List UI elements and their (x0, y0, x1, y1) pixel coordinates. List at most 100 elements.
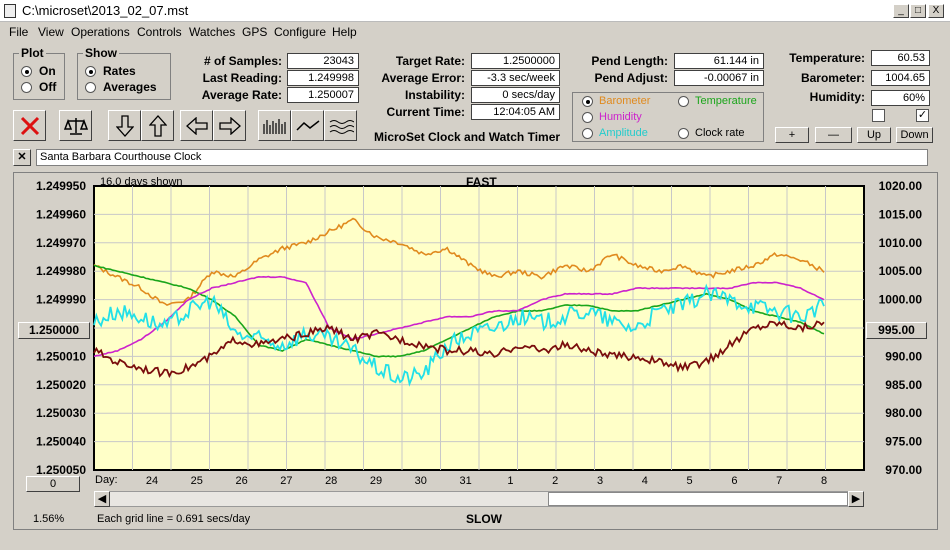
close-red-icon (20, 116, 39, 135)
barometer-value: 1004.65 (871, 70, 930, 86)
right-center-box[interactable]: 995.00 (866, 322, 927, 339)
x-tick-label: 6 (731, 475, 737, 487)
zoom-label: 1.56% (33, 513, 65, 525)
humidity-value: 60% (871, 90, 930, 106)
arrow-up-button[interactable] (141, 110, 174, 141)
sensor-clock-rate-radio[interactable] (678, 128, 689, 139)
x-tick-label: 4 (642, 475, 648, 487)
menu-controls[interactable]: Controls (137, 25, 182, 39)
y-right-tick-label: 980.00 (885, 406, 922, 420)
series-line (93, 275, 825, 358)
temperature-value: 60.53 (871, 50, 930, 66)
sensor-amplitude-radio[interactable] (582, 128, 593, 139)
line-view-button[interactable] (291, 110, 324, 141)
sensor-humidity-radio[interactable] (582, 112, 593, 123)
close-button[interactable]: X (928, 4, 944, 18)
y-left-tick-label: 1.250040 (36, 435, 86, 449)
scale-plus-button[interactable]: + (775, 127, 809, 143)
window-title: C:\microset\2013_02_07.mst (22, 3, 189, 18)
menu-operations[interactable]: Operations (71, 25, 130, 39)
minimize-button[interactable]: _ (893, 4, 909, 18)
target-rate-label: Target Rate: (395, 54, 465, 68)
y-right-tick-label: 1015.00 (879, 207, 923, 221)
samples-label: # of Samples: (203, 54, 282, 68)
y-left-tick-label: 1.249980 (36, 264, 86, 278)
y-left-tick-label: 1.250030 (36, 406, 86, 420)
menu-watches[interactable]: Watches (189, 25, 236, 39)
sensor-clock-rate-label: Clock rate (695, 127, 745, 139)
y-right-tick-label: 970.00 (885, 463, 922, 477)
left-center-box[interactable]: 1.250000 (18, 322, 90, 339)
average-rate-value: 1.250007 (287, 87, 359, 103)
menu-gps[interactable]: GPS (242, 25, 268, 39)
plot-off-radio[interactable] (21, 82, 32, 93)
target-rate-value: 1.2500000 (471, 53, 560, 69)
y-right-tick-label: 975.00 (885, 435, 922, 449)
plot-on-radio[interactable] (21, 66, 32, 77)
day-axis-label: Day: (95, 474, 118, 486)
y-right-tick-label: 1010.00 (879, 236, 923, 250)
y-left-tick-label: 1.250010 (36, 349, 86, 363)
clear-name-button[interactable]: ✕ (13, 149, 31, 166)
x-tick-label: 3 (597, 475, 603, 487)
sensor-barometer-radio[interactable] (582, 96, 593, 107)
x-tick-label: 25 (191, 475, 203, 487)
series-line (93, 283, 825, 387)
barometer-label: Barometer: (800, 71, 865, 85)
y-left-tick-label: 1.250050 (36, 463, 86, 477)
stop-button[interactable] (13, 110, 46, 141)
arrow-left-button[interactable] (180, 110, 213, 141)
scroll-thumb[interactable] (548, 492, 848, 506)
scale-up-button[interactable]: Up (857, 127, 891, 143)
scroll-right-icon: ▶ (851, 493, 861, 505)
average-error-label: Average Error: (381, 71, 465, 85)
arrow-down-button[interactable] (108, 110, 141, 141)
sensor-temperature-radio[interactable] (678, 96, 689, 107)
bottom-offset-box[interactable]: 0 (26, 476, 80, 492)
menu-configure[interactable]: Configure (274, 25, 327, 39)
plot-group-title: Plot (19, 46, 46, 60)
plot-on-label: On (39, 64, 56, 78)
wave-view-button[interactable] (324, 110, 357, 141)
x-tick-label: 28 (325, 475, 337, 487)
last-reading-value: 1.249998 (287, 70, 359, 86)
slow-label: SLOW (466, 512, 502, 526)
checkbox-1[interactable] (872, 109, 885, 122)
show-rates-label: Rates (103, 64, 136, 78)
x-tick-label: 27 (280, 475, 292, 487)
scale-minus-button[interactable]: — (815, 127, 852, 143)
show-group (77, 53, 171, 100)
clock-name-input[interactable]: Santa Barbara Courthouse Clock (36, 149, 928, 166)
app-caption: MicroSet Clock and Watch Timer (374, 130, 561, 144)
x-tick-label: 24 (146, 475, 158, 487)
show-rates-radio[interactable] (85, 66, 96, 77)
line-graph-icon (295, 119, 319, 131)
menu-help[interactable]: Help (332, 25, 357, 39)
pend-adjust-label: Pend Adjust: (594, 71, 668, 85)
scroll-left-button[interactable]: ◀ (94, 491, 110, 507)
instability-label: Instability: (404, 88, 465, 102)
maximize-button[interactable]: □ (910, 4, 926, 18)
title-bar: C:\microset\2013_02_07.mst _ □ X (0, 0, 950, 22)
app-icon (4, 4, 16, 18)
show-group-title: Show (83, 46, 119, 60)
menu-bar: File View Operations Controls Watches GP… (0, 22, 950, 42)
y-left-tick-label: 1.249960 (36, 207, 86, 221)
wave-graph-icon (329, 119, 354, 134)
chart-panel (13, 172, 938, 530)
show-averages-radio[interactable] (85, 82, 96, 93)
arrow-right-button[interactable] (213, 110, 246, 141)
bar-view-button[interactable] (258, 110, 291, 141)
sensor-barometer-label: Barometer (599, 95, 651, 107)
balance-button[interactable] (59, 110, 92, 141)
checkbox-2[interactable]: ✓ (916, 109, 929, 122)
scale-down-button[interactable]: Down (896, 127, 933, 143)
menu-file[interactable]: File (9, 25, 29, 39)
menu-view[interactable]: View (38, 25, 64, 39)
last-reading-label: Last Reading: (202, 71, 282, 85)
current-time-value: 12:04:05 AM (471, 104, 560, 120)
samples-value: 23043 (287, 53, 359, 69)
scroll-right-button[interactable]: ▶ (848, 491, 864, 507)
balance-scale-icon (63, 117, 88, 135)
